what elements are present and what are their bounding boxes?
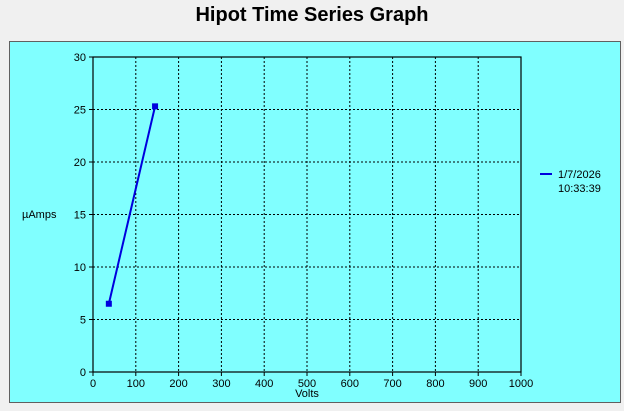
x-tick-label: 700 — [383, 378, 401, 390]
x-axis-title: Volts — [295, 388, 319, 400]
legend-label-date: 1/7/2026 — [558, 169, 601, 181]
x-tick-label: 600 — [341, 378, 359, 390]
x-tick-labels: 0 100 200 300 400 500 600 700 800 900 1000 — [90, 378, 533, 390]
x-tick-label: 200 — [169, 378, 187, 390]
graph-title: Hipot Time Series Graph — [195, 4, 429, 26]
series-line — [107, 106, 157, 304]
plot-panel: 0 100 200 300 400 500 600 700 800 900 1000 0 5 10 15 2… — [9, 41, 621, 403]
x-tick-label: 300 — [212, 378, 230, 390]
legend: 1/7/2026 10:33:39 — [540, 169, 601, 195]
x-tick-label: 800 — [426, 378, 444, 390]
x-tick-label: 500 — [298, 378, 316, 390]
x-tick-label: 100 — [127, 378, 145, 390]
x-tick-label: 900 — [469, 378, 487, 390]
x-tick-label: 0 — [90, 378, 96, 390]
y-tick-label: 30 — [74, 52, 86, 64]
y-tick-label: 5 — [80, 315, 86, 327]
series-layer — [105, 103, 159, 307]
data-point-marker — [152, 103, 159, 110]
x-tick-label: 1000 — [509, 378, 533, 390]
y-axis-title: µAmps — [22, 209, 57, 221]
x-tick-label: 400 — [255, 378, 273, 390]
left-edge-strip — [0, 38, 9, 411]
y-tick-label: 0 — [80, 367, 86, 379]
legend-label-time: 10:33:39 — [558, 183, 601, 195]
grid — [93, 57, 521, 372]
chart: 0 100 200 300 400 500 600 700 800 900 1000 0 5 10 15 2… — [22, 52, 601, 400]
y-tick-labels: 0 5 10 15 20 25 30 — [74, 52, 86, 379]
data-point-marker — [105, 300, 112, 307]
tick-marks — [89, 56, 522, 376]
title-bar: Hipot Time Series Graph — [0, 0, 624, 38]
y-tick-label: 25 — [74, 105, 86, 117]
y-tick-label: 20 — [74, 157, 86, 169]
y-tick-label: 10 — [74, 262, 86, 274]
y-tick-label: 15 — [74, 210, 86, 222]
